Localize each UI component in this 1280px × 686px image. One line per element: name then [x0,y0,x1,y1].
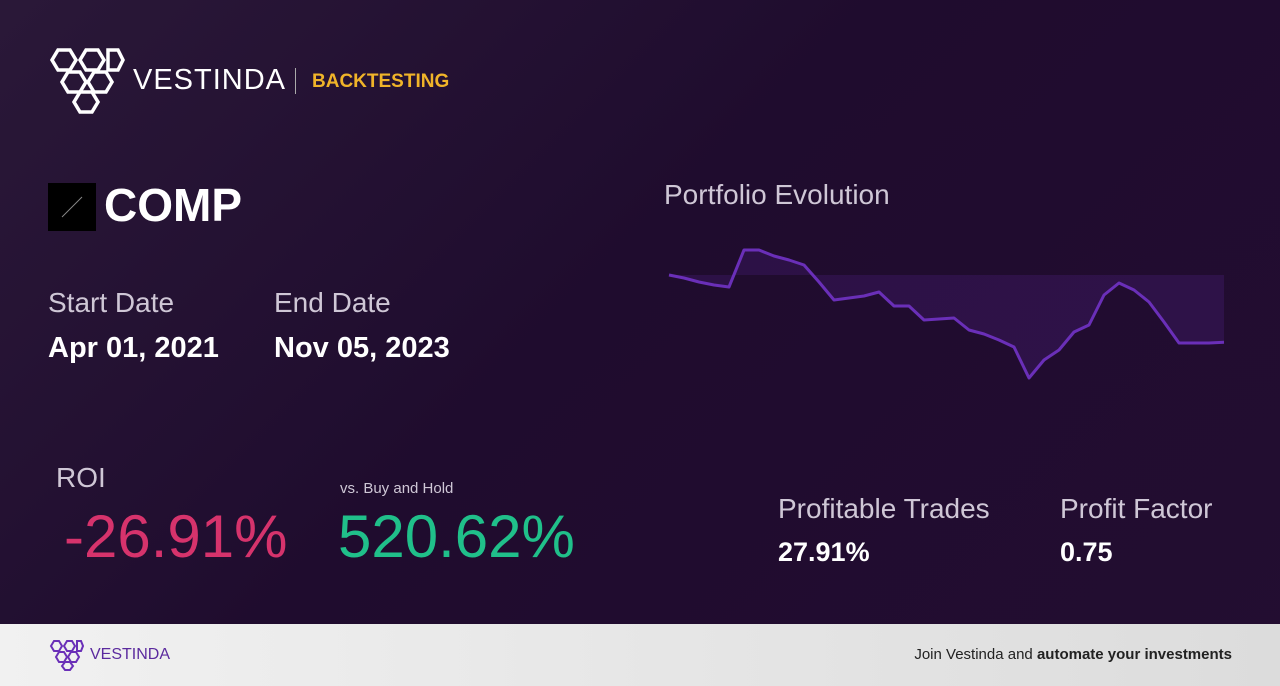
section: BACKTESTING [312,71,450,92]
vs-label: vs. Buy and Hold [340,480,454,497]
roi-value: -26.91% [64,503,288,570]
chart [668,248,1225,380]
footer-cta-bold: automate your investments [1036,646,1232,663]
footer-cta: Join Vestinda and automate your investme… [914,646,1232,663]
logo-icon [49,48,125,114]
pf-value: 0.75 [1060,537,1113,567]
asset-symbol: COMP [104,179,242,231]
line [668,248,1225,380]
profitable-value: 27.91% [778,537,870,567]
footer: VESTINDA Join Vestinda and automate your… [0,624,1280,686]
footer-text: Join Vestinda and [914,646,1033,663]
area [669,250,1224,378]
divider [295,68,296,94]
footer-logo [49,640,84,671]
brand: VESTINDA [133,64,287,96]
vs-value: 520.62% [338,503,575,570]
chart-title: Portfolio Evolution [664,179,890,210]
asset-icon [48,183,96,231]
profitable-label: Profitable Trades [778,493,990,524]
roi-label: ROI [56,462,106,493]
pf-label: Profit Factor [1060,493,1213,524]
end-label: End Date [274,287,391,318]
footer-brand: VESTINDA [90,646,171,663]
start-label: Start Date [48,287,175,318]
end-date: Nov 05, 2023 [274,332,450,364]
start-date: Apr 01, 2021 [48,332,219,364]
